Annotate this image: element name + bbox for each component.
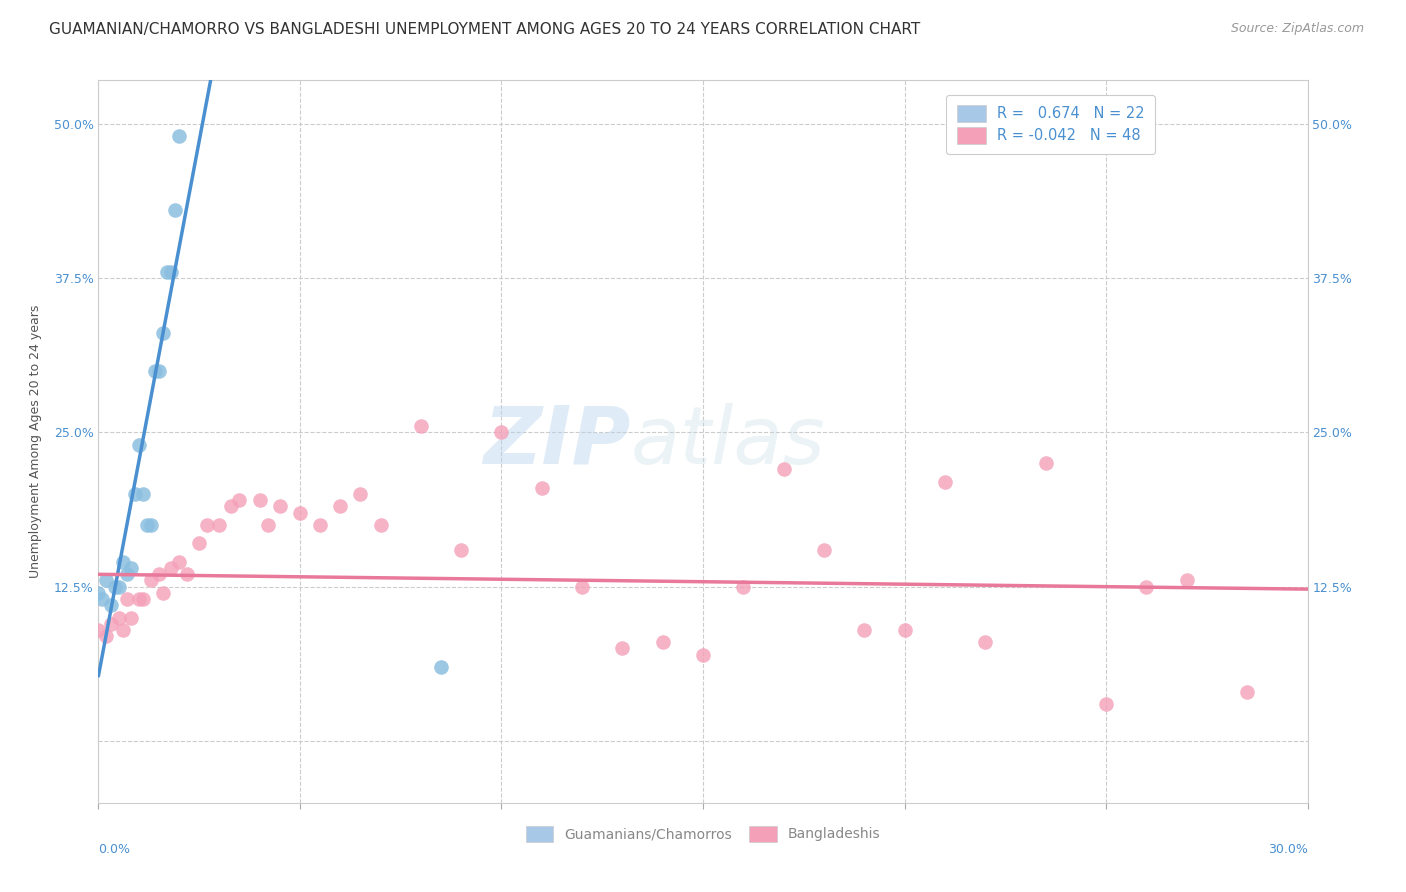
Legend: Guamanians/Chamorros, Bangladeshis: Guamanians/Chamorros, Bangladeshis	[517, 817, 889, 850]
Point	[96, 629, 118, 643]
Point	[651, 635, 673, 649]
Point	[409, 419, 432, 434]
Point	[87, 623, 110, 637]
Point	[450, 542, 472, 557]
Point	[1236, 684, 1258, 698]
Point	[430, 660, 453, 674]
Point	[115, 592, 138, 607]
Point	[228, 493, 250, 508]
Point	[288, 506, 311, 520]
Point	[491, 425, 513, 440]
Point	[152, 586, 174, 600]
Point	[152, 326, 174, 341]
Point	[111, 555, 134, 569]
Point	[135, 517, 157, 532]
Point	[269, 500, 291, 514]
Point	[128, 592, 150, 607]
Point	[221, 500, 243, 514]
Point	[370, 517, 392, 532]
Text: Source: ZipAtlas.com: Source: ZipAtlas.com	[1230, 22, 1364, 36]
Point	[115, 567, 138, 582]
Point	[148, 567, 170, 582]
Point	[120, 610, 142, 624]
Point	[139, 574, 162, 588]
Point	[96, 574, 118, 588]
Point	[733, 580, 755, 594]
Point	[195, 517, 218, 532]
Point	[100, 598, 122, 612]
Point	[309, 517, 332, 532]
Point	[813, 542, 835, 557]
Point	[1095, 697, 1118, 711]
Point	[692, 648, 714, 662]
Point	[256, 517, 278, 532]
Point	[530, 481, 553, 495]
Point	[160, 265, 183, 279]
Point	[772, 462, 794, 476]
Point	[124, 487, 146, 501]
Point	[100, 616, 122, 631]
Point	[156, 265, 179, 279]
Point	[132, 592, 155, 607]
Point	[571, 580, 593, 594]
Point	[612, 641, 634, 656]
Y-axis label: Unemployment Among Ages 20 to 24 years: Unemployment Among Ages 20 to 24 years	[30, 305, 42, 578]
Point	[87, 586, 110, 600]
Point	[167, 555, 190, 569]
Point	[208, 517, 231, 532]
Point	[893, 623, 915, 637]
Point	[176, 567, 198, 582]
Text: ZIP: ZIP	[484, 402, 630, 481]
Text: atlas: atlas	[630, 402, 825, 481]
Point	[1035, 456, 1057, 470]
Point	[853, 623, 876, 637]
Point	[103, 580, 125, 594]
Point	[1175, 574, 1198, 588]
Point	[163, 202, 186, 217]
Point	[329, 500, 352, 514]
Point	[139, 517, 162, 532]
Point	[107, 580, 129, 594]
Point	[120, 561, 142, 575]
Point	[1135, 580, 1157, 594]
Point	[128, 437, 150, 451]
Point	[188, 536, 211, 550]
Point	[91, 592, 114, 607]
Point	[249, 493, 271, 508]
Point	[148, 363, 170, 377]
Point	[349, 487, 371, 501]
Point	[143, 363, 166, 377]
Point	[111, 623, 134, 637]
Text: 0.0%: 0.0%	[98, 843, 131, 855]
Point	[107, 610, 129, 624]
Point	[167, 128, 190, 143]
Text: 30.0%: 30.0%	[1268, 843, 1308, 855]
Text: GUAMANIAN/CHAMORRO VS BANGLADESHI UNEMPLOYMENT AMONG AGES 20 TO 24 YEARS CORRELA: GUAMANIAN/CHAMORRO VS BANGLADESHI UNEMPL…	[49, 22, 921, 37]
Point	[974, 635, 997, 649]
Point	[132, 487, 155, 501]
Point	[160, 561, 183, 575]
Point	[934, 475, 956, 489]
